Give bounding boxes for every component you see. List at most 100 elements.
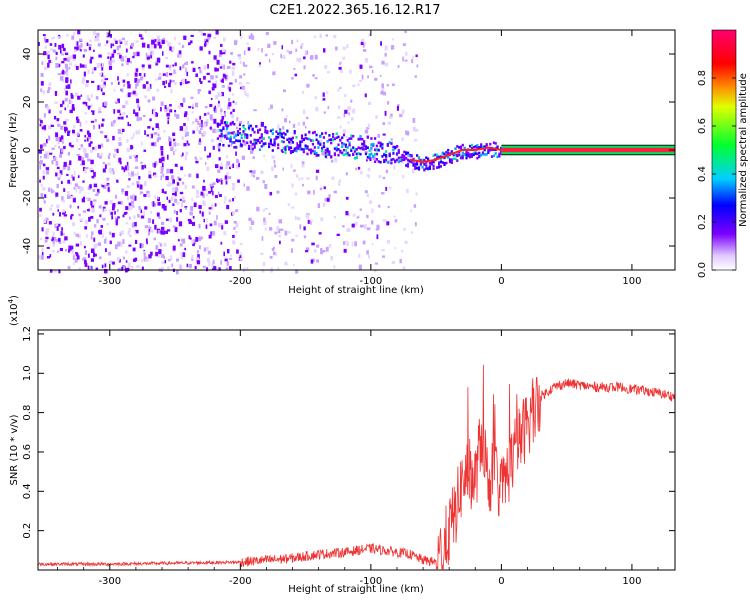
- noise-point: [153, 142, 157, 147]
- noise-point: [269, 255, 273, 259]
- signal-point: [269, 142, 272, 146]
- noise-point: [79, 241, 83, 246]
- snr-y-multiplier: (x104): [7, 295, 20, 326]
- signal-point: [439, 157, 442, 161]
- noise-point: [241, 155, 246, 160]
- noise-point: [191, 61, 194, 64]
- noise-point: [303, 65, 306, 70]
- signal-point: [295, 136, 298, 139]
- noise-point: [102, 118, 105, 122]
- noise-point: [207, 63, 209, 69]
- noise-point: [366, 227, 371, 231]
- noise-point: [189, 211, 193, 216]
- noise-point: [47, 54, 50, 60]
- noise-point: [355, 167, 358, 171]
- noise-point: [75, 187, 77, 193]
- noise-point: [88, 216, 91, 222]
- signal-point: [500, 152, 503, 156]
- signal-point: [332, 138, 335, 142]
- signal-point: [366, 156, 369, 159]
- noise-point: [128, 206, 132, 211]
- noise-point: [233, 226, 236, 230]
- signal-point: [344, 143, 347, 147]
- signal-point: [405, 157, 408, 160]
- noise-point: [43, 163, 46, 167]
- noise-point: [158, 249, 162, 255]
- noise-point: [123, 265, 126, 270]
- signal-point: [443, 156, 446, 160]
- noise-point: [404, 30, 407, 33]
- noise-point: [84, 226, 88, 230]
- noise-point: [152, 50, 154, 56]
- noise-point: [81, 198, 85, 203]
- noise-point: [84, 135, 87, 138]
- signal-point: [454, 147, 457, 151]
- noise-point: [215, 75, 218, 79]
- noise-point: [61, 71, 65, 75]
- noise-point: [153, 112, 156, 117]
- signal-point: [423, 168, 426, 171]
- signal-point: [328, 153, 331, 156]
- noise-point: [121, 57, 125, 62]
- noise-point: [86, 137, 89, 142]
- noise-point: [179, 82, 182, 86]
- noise-point: [404, 240, 408, 244]
- noise-point: [91, 175, 95, 179]
- noise-point: [84, 260, 87, 264]
- noise-point: [147, 44, 150, 49]
- noise-point: [192, 130, 195, 134]
- noise-point: [371, 243, 374, 246]
- noise-point: [195, 158, 198, 163]
- noise-point: [131, 265, 134, 271]
- noise-point: [47, 90, 50, 93]
- noise-point: [183, 143, 187, 147]
- noise-point: [79, 49, 82, 52]
- signal-point: [425, 167, 428, 170]
- signal-point: [238, 131, 241, 135]
- noise-point: [58, 145, 60, 149]
- noise-point: [282, 167, 284, 171]
- noise-point: [367, 123, 370, 129]
- noise-point: [91, 110, 95, 113]
- noise-point: [142, 84, 146, 89]
- noise-point: [76, 41, 79, 46]
- signal-point: [319, 143, 322, 146]
- noise-point: [290, 163, 293, 169]
- noise-point: [246, 186, 250, 191]
- noise-point: [57, 73, 61, 76]
- noise-point: [246, 82, 250, 85]
- noise-point: [96, 219, 99, 224]
- signal-point: [273, 141, 276, 144]
- signal-point: [264, 126, 267, 129]
- noise-point: [60, 148, 64, 153]
- noise-point: [179, 126, 184, 131]
- noise-point: [178, 221, 183, 227]
- noise-point: [263, 220, 267, 225]
- signal-point: [372, 142, 375, 146]
- noise-point: [70, 195, 75, 199]
- noise-point: [405, 130, 408, 135]
- noise-point: [146, 190, 150, 194]
- noise-point: [218, 54, 222, 57]
- noise-point: [60, 135, 64, 140]
- noise-point: [89, 39, 92, 43]
- signal-point: [344, 149, 347, 152]
- signal-point: [397, 149, 400, 152]
- noise-point: [227, 176, 232, 179]
- noise-point: [310, 220, 312, 225]
- noise-point: [125, 48, 128, 53]
- noise-point: [369, 200, 373, 204]
- noise-point: [162, 51, 164, 56]
- signal-point: [467, 151, 470, 155]
- noise-point: [298, 177, 300, 181]
- x-tick-label: -200: [229, 576, 252, 587]
- noise-point: [92, 111, 95, 115]
- signal-point: [240, 136, 243, 140]
- noise-point: [339, 179, 341, 183]
- signal-point: [311, 139, 315, 142]
- noise-point: [205, 188, 208, 192]
- signal-point: [350, 137, 353, 140]
- signal-point: [280, 135, 283, 139]
- signal-point: [288, 137, 291, 141]
- noise-point: [148, 174, 152, 178]
